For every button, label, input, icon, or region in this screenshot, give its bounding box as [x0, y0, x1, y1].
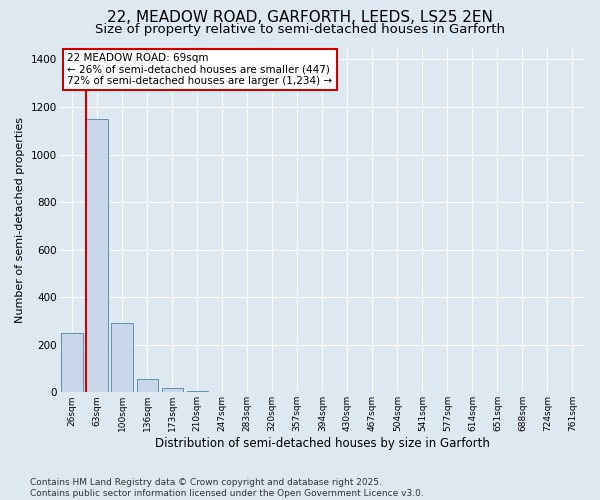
Bar: [161, 388, 183, 392]
Text: 22 MEADOW ROAD: 69sqm
← 26% of semi-detached houses are smaller (447)
72% of sem: 22 MEADOW ROAD: 69sqm ← 26% of semi-deta…: [67, 52, 332, 86]
X-axis label: Distribution of semi-detached houses by size in Garforth: Distribution of semi-detached houses by …: [155, 437, 490, 450]
Bar: [137, 379, 158, 392]
Text: 22, MEADOW ROAD, GARFORTH, LEEDS, LS25 2EN: 22, MEADOW ROAD, GARFORTH, LEEDS, LS25 2…: [107, 10, 493, 25]
Text: Size of property relative to semi-detached houses in Garforth: Size of property relative to semi-detach…: [95, 22, 505, 36]
Bar: [61, 333, 83, 392]
Text: Contains HM Land Registry data © Crown copyright and database right 2025.
Contai: Contains HM Land Registry data © Crown c…: [30, 478, 424, 498]
Bar: [86, 119, 108, 392]
Y-axis label: Number of semi-detached properties: Number of semi-detached properties: [15, 117, 25, 323]
Bar: [187, 391, 208, 392]
Bar: [112, 324, 133, 392]
